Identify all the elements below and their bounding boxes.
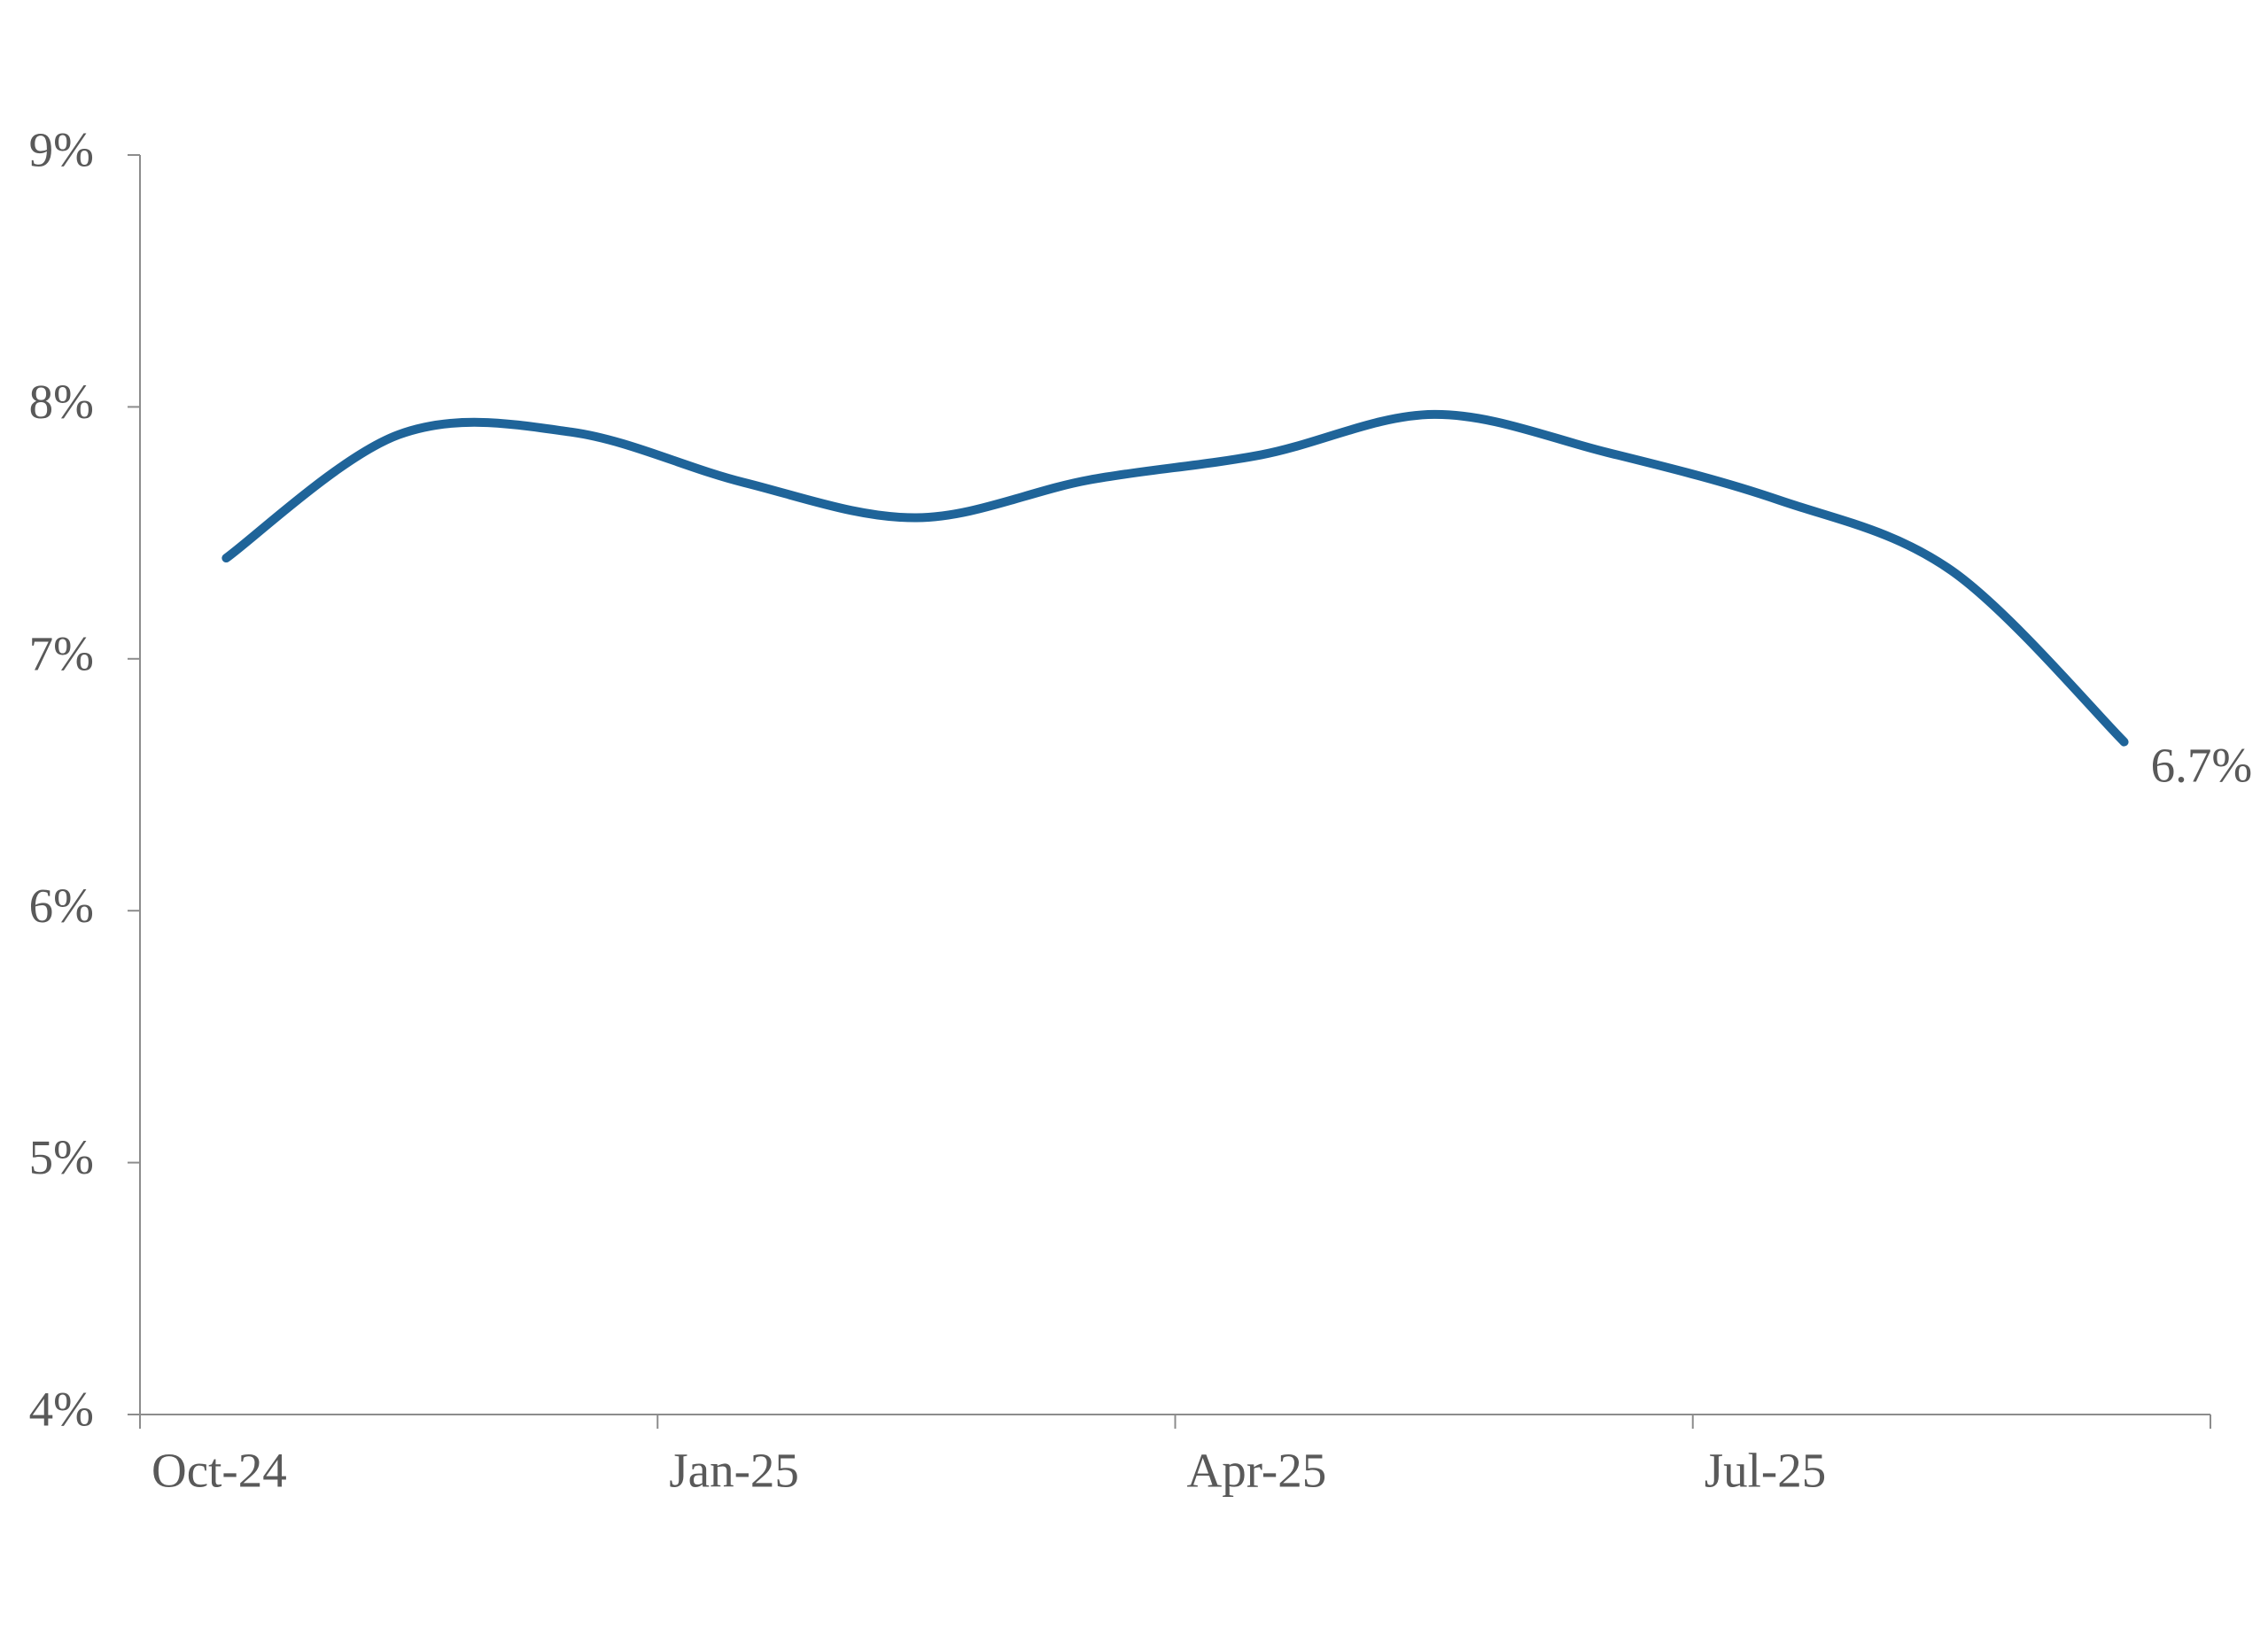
y-tick-label: 5% xyxy=(29,1130,94,1184)
y-tick-label: 4% xyxy=(29,1383,94,1437)
y-tick-label: 6% xyxy=(29,879,94,933)
x-tick-label: Apr-25 xyxy=(1187,1444,1327,1498)
x-tick-label: Jul-25 xyxy=(1705,1444,1827,1498)
y-tick-label: 7% xyxy=(29,626,94,680)
line-series xyxy=(221,409,2129,747)
y-tick-label: 8% xyxy=(29,375,94,429)
x-tick-label: Oct-24 xyxy=(151,1444,287,1498)
x-tick-label: Jan-25 xyxy=(669,1444,799,1498)
value-label: 6.7% xyxy=(2151,738,2253,792)
y-tick-label: 9% xyxy=(29,123,94,177)
